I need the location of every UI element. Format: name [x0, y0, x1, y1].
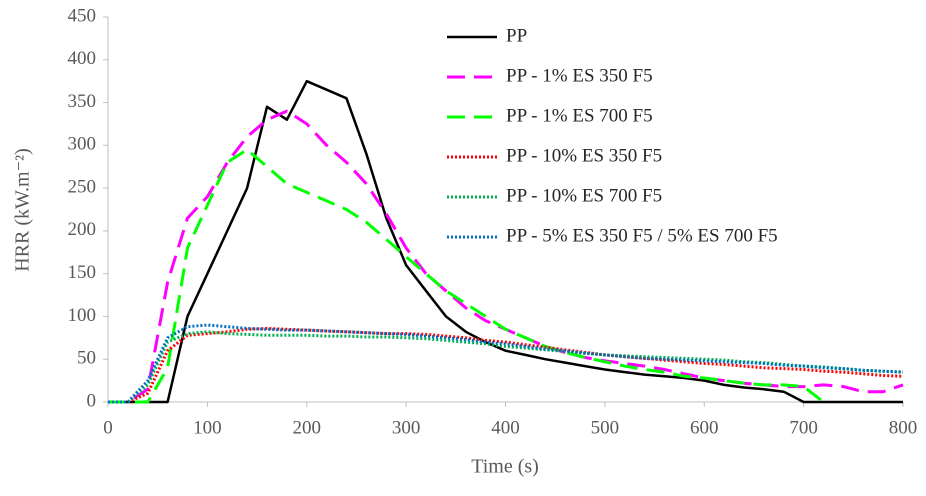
x-tick-label: 500: [591, 417, 620, 438]
y-tick-label: 450: [68, 5, 97, 26]
legend-label: PP - 10% ES 350 F5: [506, 145, 662, 166]
y-tick-label: 400: [68, 48, 97, 69]
y-tick-label: 200: [68, 219, 97, 240]
x-tick-label: 600: [690, 417, 719, 438]
legend-label: PP - 1% ES 350 F5: [506, 65, 653, 86]
x-tick-label: 300: [392, 417, 421, 438]
x-tick-label: 800: [889, 417, 918, 438]
legend-label: PP - 5% ES 350 F5 / 5% ES 700 F5: [506, 225, 778, 246]
legend-label: PP - 1% ES 700 F5: [506, 105, 653, 126]
legend-label: PP: [506, 25, 527, 46]
series-line: [108, 79, 903, 404]
y-tick-label: 350: [68, 91, 97, 112]
y-tick-label: 250: [68, 176, 97, 197]
series-line: [108, 323, 904, 404]
x-tick-label: 700: [789, 417, 818, 438]
x-axis-title: Time (s): [471, 456, 539, 478]
y-tick-label: 100: [68, 305, 97, 326]
legend-label: PP - 10% ES 700 F5: [506, 185, 662, 206]
series-line: [108, 326, 904, 404]
y-tick-label: 50: [77, 348, 96, 369]
y-tick-label: 300: [68, 134, 97, 155]
x-tick-label: 200: [293, 417, 322, 438]
x-tick-label: 100: [193, 417, 222, 438]
x-tick-label: 400: [491, 417, 520, 438]
series-line: [108, 148, 825, 404]
x-tick-label: 0: [103, 417, 113, 438]
y-tick-label: 0: [87, 390, 97, 411]
y-tick-label: 150: [68, 262, 97, 283]
y-axis-title: HRR (kW.m⁻²): [12, 148, 34, 272]
series-line: [108, 330, 904, 404]
